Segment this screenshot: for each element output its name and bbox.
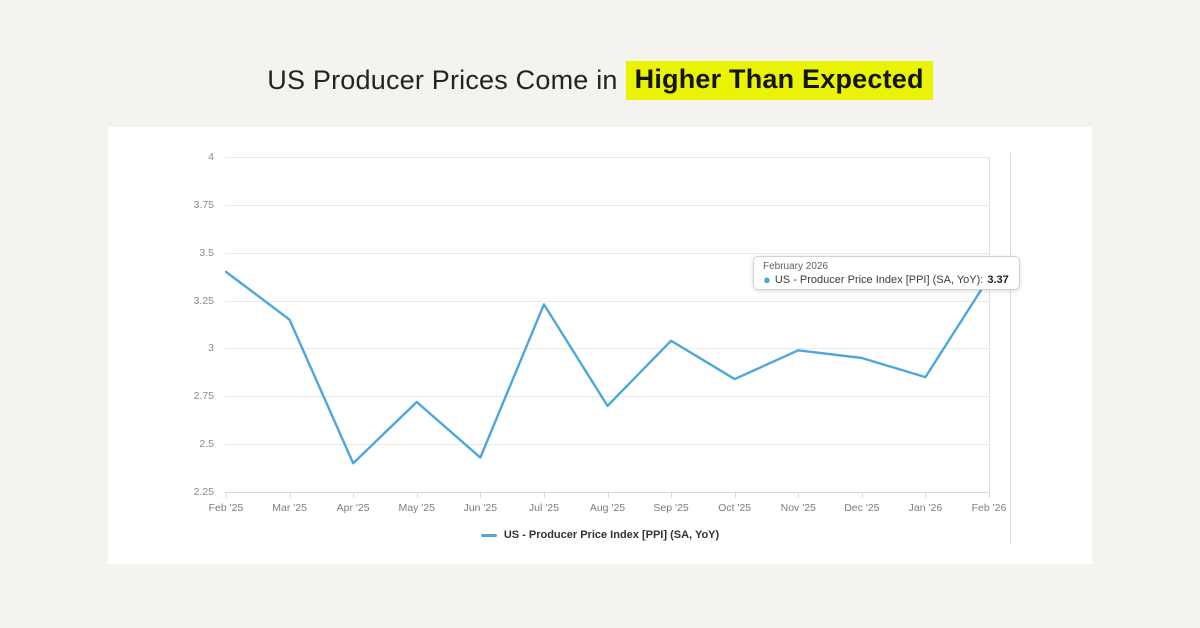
page-title-normal: US Producer Prices Come in [267, 64, 618, 95]
page-title: US Producer Prices Come in Higher Than E… [0, 58, 1200, 102]
line-chart-svg [224, 157, 991, 498]
x-axis-label: Jun '25 [463, 502, 498, 514]
tooltip-series-label: US - Producer Price Index [PPI] (SA, YoY… [774, 274, 984, 286]
series-marker-icon: ● [763, 272, 771, 287]
x-axis-label: Jan '26 [908, 502, 943, 514]
x-axis-label: Apr '25 [336, 502, 370, 514]
x-axis-label: Oct '25 [718, 502, 752, 514]
y-axis-label: 3 [208, 342, 214, 355]
legend-line-icon [480, 533, 497, 537]
x-axis-label: Mar '25 [272, 502, 307, 514]
y-axis-label: 3.25 [193, 294, 214, 307]
x-axis-label: Feb '26 [971, 502, 1007, 514]
x-axis-label: Aug '25 [589, 502, 626, 514]
legend-item-ppi[interactable]: US - Producer Price Index [PPI] (SA, YoY… [480, 529, 720, 541]
chart-tooltip: February 2026 ● US - Producer Price Inde… [753, 256, 1020, 290]
chart-legend: US - Producer Price Index [PPI] (SA, YoY… [108, 525, 1092, 545]
y-axis-label: 2.75 [193, 390, 214, 403]
legend-label: US - Producer Price Index [PPI] (SA, YoY… [503, 529, 720, 541]
x-axis-label: Sep '25 [653, 502, 689, 514]
x-axis-label: Dec '25 [844, 502, 880, 514]
y-axis-label: 3.75 [193, 198, 214, 211]
chart-card: 4 3.75 3.5 3.25 3 2.75 2.5 2.25 Feb '25 Mar '25 Ap… [108, 127, 1092, 564]
y-axis-label: 2.25 [193, 486, 214, 498]
chart-plot-area[interactable] [224, 157, 991, 499]
x-axis-label: Feb '25 [208, 502, 244, 514]
x-axis-label: May '25 [398, 502, 435, 514]
chart-right-rail [1010, 153, 1011, 545]
ppi-series-line [224, 270, 991, 465]
tooltip-value: 3.37 [987, 274, 1009, 286]
page-title-highlight: Higher Than Expected [625, 60, 933, 100]
tooltip-date: February 2026 [763, 261, 829, 272]
tooltip-series-line: ● US - Producer Price Index [PPI] (SA, Y… [763, 273, 1009, 287]
y-axis-label: 4 [208, 151, 214, 163]
x-axis-label: Nov '25 [780, 502, 816, 514]
y-axis-label: 2.5 [199, 438, 214, 451]
x-axis-label: Jul '25 [528, 502, 559, 514]
y-axis-label: 3.5 [199, 246, 214, 259]
